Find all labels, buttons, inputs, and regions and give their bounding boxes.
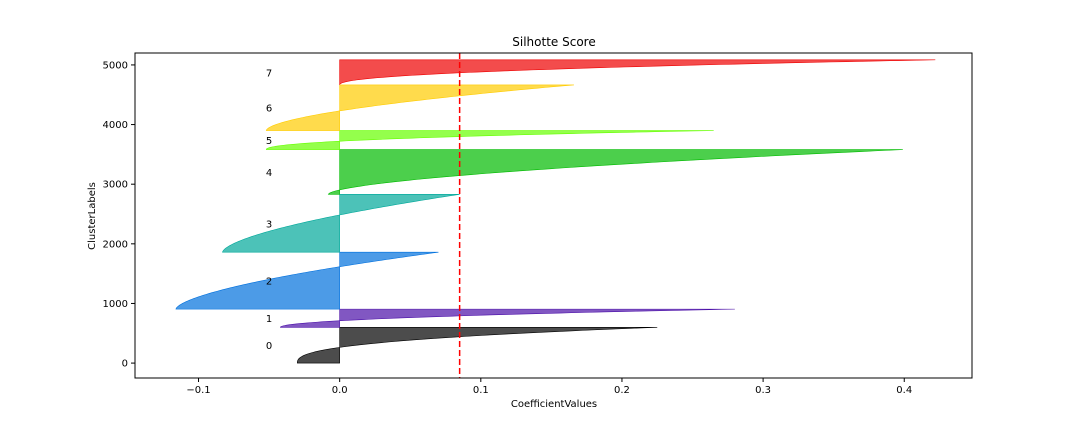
x-tick-label: 0.0 xyxy=(332,385,348,396)
x-axis-label: CoefficientValues xyxy=(511,399,597,410)
x-axis: −0.1 0.0 0.1 0.2 0.3 0.4 xyxy=(186,378,912,396)
cluster-label-6: 6 xyxy=(266,104,272,115)
cluster-label-7: 7 xyxy=(266,68,272,79)
y-tick-label: 1000 xyxy=(103,299,128,310)
cluster-label-0: 0 xyxy=(266,341,272,352)
y-axis-label: ClusterLabels xyxy=(87,182,98,250)
chart-title: Silhotte Score xyxy=(512,35,595,49)
x-tick-label: 0.1 xyxy=(473,385,489,396)
cluster-4-silhouette xyxy=(327,149,903,195)
cluster-label-5: 5 xyxy=(266,136,272,147)
cluster-label-2: 2 xyxy=(266,277,272,288)
y-tick-label: 2000 xyxy=(103,239,128,250)
cluster-6-silhouette xyxy=(265,84,574,131)
cluster-5-silhouette xyxy=(265,130,714,150)
x-tick-label: −0.1 xyxy=(186,385,210,396)
y-tick-label: 5000 xyxy=(103,60,128,71)
cluster-7-silhouette xyxy=(339,59,936,85)
y-tick-label: 3000 xyxy=(103,180,128,191)
cluster-label-4: 4 xyxy=(266,168,272,179)
cluster-0-silhouette xyxy=(297,327,658,364)
x-tick-label: 0.2 xyxy=(614,385,630,396)
cluster-2-silhouette xyxy=(175,251,439,310)
plot-area: 0 1 2 3 4 5 6 7 xyxy=(134,52,973,379)
y-tick-label: 4000 xyxy=(103,120,128,131)
cluster-label-1: 1 xyxy=(266,314,272,325)
x-tick-label: 0.3 xyxy=(755,385,771,396)
plot-frame xyxy=(134,52,973,379)
cluster-3-silhouette xyxy=(222,194,460,253)
cluster-label-3: 3 xyxy=(266,219,272,230)
y-tick-label: 0 xyxy=(122,359,128,370)
y-axis: 0 1000 2000 3000 4000 5000 xyxy=(103,60,135,370)
x-tick-label: 0.4 xyxy=(896,385,912,396)
cluster-1-silhouette xyxy=(279,308,735,328)
